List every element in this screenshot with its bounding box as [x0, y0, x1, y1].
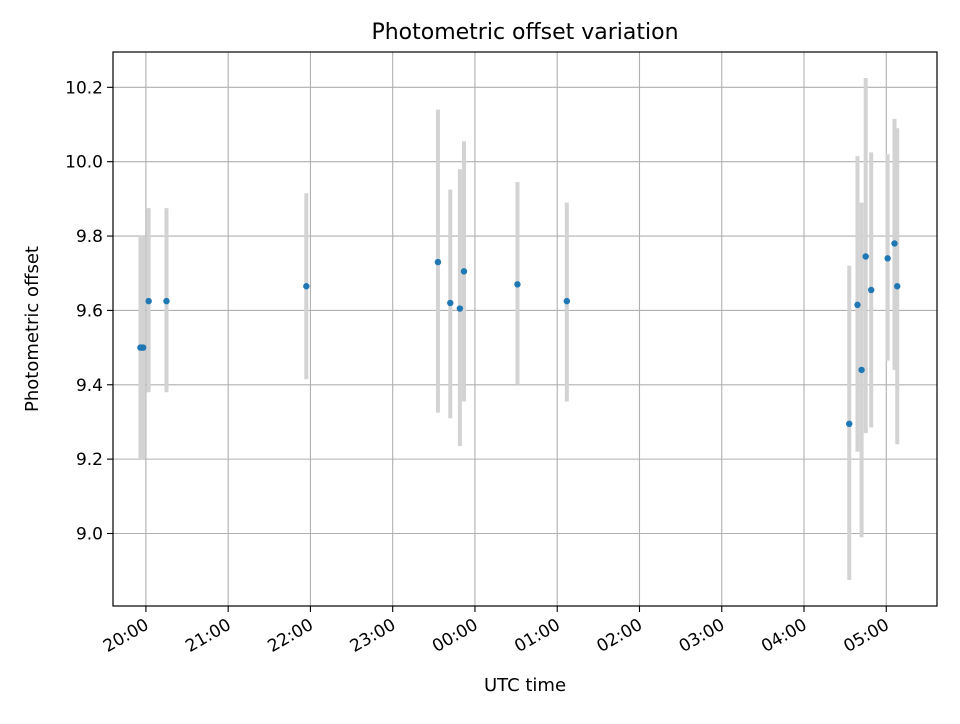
data-point	[460, 268, 468, 275]
data-point	[891, 240, 898, 247]
x-tick-label: 04:00	[758, 615, 810, 657]
data-point	[884, 255, 891, 262]
x-tick-label: 23:00	[347, 615, 399, 657]
data-point	[514, 281, 521, 288]
x-tick-label: 22:00	[264, 615, 316, 657]
data-points	[137, 240, 901, 428]
y-tick-label: 10.2	[65, 78, 103, 98]
y-axis-ticks: 9.0 9.2 9.4 9.6 9.8 10.0 10.2	[65, 78, 113, 544]
data-point	[858, 366, 865, 374]
y-axis-label: Photometric offset	[22, 246, 43, 412]
data-point	[862, 253, 869, 260]
data-point	[563, 297, 571, 305]
data-point	[145, 297, 152, 305]
error-bars	[138, 78, 900, 580]
x-tick-label: 20:00	[100, 615, 152, 657]
data-point	[303, 283, 310, 290]
y-tick-label: 9.0	[76, 524, 103, 544]
data-point	[456, 305, 464, 312]
y-tick-label: 9.6	[76, 301, 103, 321]
data-point	[434, 258, 442, 266]
grid	[113, 52, 937, 606]
x-axis-label: UTC time	[484, 675, 566, 696]
x-tick-label: 00:00	[429, 615, 481, 657]
x-tick-label: 01:00	[511, 615, 563, 657]
data-point	[854, 301, 861, 309]
plot-frame	[112, 51, 938, 607]
x-tick-label: 05:00	[840, 615, 892, 657]
x-tick-label: 21:00	[182, 615, 234, 657]
data-point	[139, 344, 147, 351]
x-tick-label: 02:00	[594, 615, 646, 657]
chart-title: Photometric offset variation	[371, 20, 678, 45]
data-point	[894, 283, 901, 290]
y-tick-label: 9.8	[76, 227, 103, 247]
x-axis-ticks: 20:00 21:00 22:00 23:00 00:00 01:00 02:00 03:00…	[100, 606, 893, 657]
y-tick-label: 9.4	[76, 376, 103, 396]
data-point	[846, 420, 853, 428]
data-point	[163, 297, 170, 305]
data-point	[867, 286, 875, 294]
x-tick-label: 03:00	[676, 615, 728, 657]
y-tick-label: 10.0	[65, 153, 103, 173]
y-tick-label: 9.2	[76, 450, 103, 470]
data-point	[447, 299, 454, 307]
